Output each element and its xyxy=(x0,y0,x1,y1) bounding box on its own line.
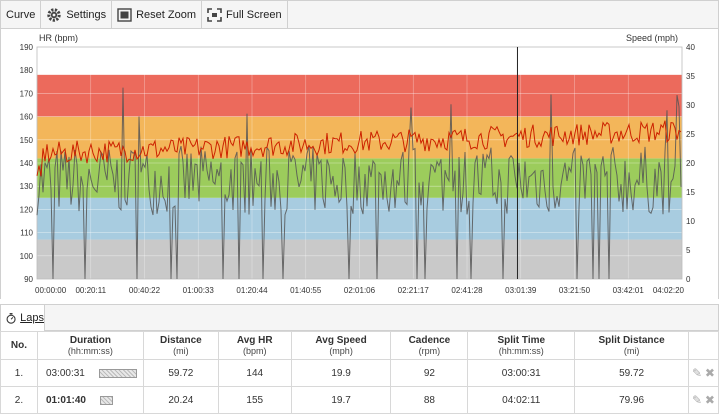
lap-split-distance: 79.96 xyxy=(574,386,689,414)
time-tick-label: 04:02:20 xyxy=(653,286,685,295)
full-screen-button[interactable]: Full Screen xyxy=(202,1,288,28)
hr-tick-label: 140 xyxy=(20,159,34,168)
hr-tick-label: 190 xyxy=(20,43,34,52)
speed-tick-label: 35 xyxy=(686,72,695,81)
hr-speed-chart[interactable]: HR (bpm) Speed (mph) 1901801701601501401… xyxy=(1,29,718,299)
reset-zoom-label: Reset Zoom xyxy=(136,8,197,21)
header-split-time: Split Time (hh:mm:ss) xyxy=(467,331,576,360)
speed-tick-label: 0 xyxy=(686,275,691,284)
laps-toolbar: Laps xyxy=(0,304,719,331)
speed-tick-label: 40 xyxy=(686,43,695,52)
delete-icon[interactable]: ✖ xyxy=(704,393,715,407)
lap-cadence: 92 xyxy=(390,359,469,387)
curve-chart[interactable]: HR (bpm) Speed (mph) 190 180 170 160 150 140 1… xyxy=(0,29,719,299)
lap-split-distance: 59.72 xyxy=(574,359,689,387)
stopwatch-icon xyxy=(6,312,16,324)
header-avg-hr: Avg HR (bpm) xyxy=(217,331,292,360)
lap-split-time: 03:00:31 xyxy=(467,359,576,387)
time-tick-label: 03:01:39 xyxy=(505,286,537,295)
table-row[interactable]: 2. 01:01:40 20.24 155 19.7 88 04:02:11 7… xyxy=(0,386,719,414)
reset-zoom-icon xyxy=(117,7,132,22)
curve-tab[interactable]: Curve xyxy=(1,1,42,28)
full-screen-label: Full Screen xyxy=(226,8,282,21)
delete-icon[interactable]: ✖ xyxy=(704,366,715,380)
header-no: No. xyxy=(0,331,38,360)
duration-bar xyxy=(98,368,137,378)
laps-table: No. Duration (hh:mm:ss) Distance (mi) Avg … xyxy=(0,331,719,414)
gear-icon xyxy=(47,7,62,22)
lap-number: 1. xyxy=(0,359,38,387)
time-tick-label: 01:00:33 xyxy=(183,286,215,295)
duration-bar xyxy=(99,395,113,405)
lap-split-time: 04:02:11 xyxy=(467,386,576,414)
hr-zone-band xyxy=(37,239,682,279)
hr-tick-label: 90 xyxy=(24,275,33,284)
hr-tick-label: 130 xyxy=(20,182,34,191)
table-row[interactable]: 1. 03:00:31 59.72 144 19.9 92 03:00:31 5… xyxy=(0,359,719,387)
time-tick-label: 02:01:06 xyxy=(344,286,376,295)
time-tick-label: 00:00:00 xyxy=(35,286,67,295)
time-tick-label: 02:41:28 xyxy=(451,286,483,295)
hr-tick-label: 110 xyxy=(20,229,33,238)
hr-tick-label: 100 xyxy=(20,252,34,261)
full-screen-icon xyxy=(207,7,222,22)
lap-avg-hr: 155 xyxy=(217,386,292,414)
hr-tick-label: 170 xyxy=(20,89,34,98)
edit-icon[interactable]: ✎ xyxy=(692,366,703,380)
time-tick-label: 02:21:17 xyxy=(398,286,430,295)
time-tick-label: 03:21:50 xyxy=(559,286,591,295)
lap-number: 2. xyxy=(0,386,38,414)
time-tick-label: 03:42:01 xyxy=(613,286,645,295)
settings-label: Settings xyxy=(66,8,107,21)
header-split-distance: Split Distance (mi) xyxy=(574,331,689,360)
hr-tick-label: 120 xyxy=(20,205,34,214)
lap-avg-hr: 144 xyxy=(217,359,292,387)
settings-button[interactable]: Settings xyxy=(41,1,113,28)
hr-series-line xyxy=(36,120,682,177)
table-header-row: No. Duration (hh:mm:ss) Distance (mi) Avg … xyxy=(0,331,719,360)
time-tick-label: 01:40:55 xyxy=(290,286,322,295)
laps-tab[interactable]: Laps xyxy=(1,305,45,331)
lap-duration: 03:00:31 xyxy=(36,359,144,387)
hr-tick-label: 180 xyxy=(20,66,34,75)
header-cadence: Cadence (rpm) xyxy=(390,331,469,360)
speed-axis-label: Speed (mph) xyxy=(626,33,678,43)
speed-tick-label: 30 xyxy=(686,101,695,110)
lap-cadence: 88 xyxy=(390,386,469,414)
header-duration: Duration (hh:mm:ss) xyxy=(36,331,144,360)
time-tick-label: 00:40:22 xyxy=(129,286,161,295)
hr-tick-label: 150 xyxy=(20,136,34,145)
lap-duration: 01:01:40 xyxy=(36,386,144,414)
lap-actions: ✎ ✖ xyxy=(687,359,719,387)
hr-tick-label: 160 xyxy=(20,113,34,122)
lap-actions: ✎ ✖ xyxy=(687,386,719,414)
curve-label: Curve xyxy=(6,8,36,21)
speed-tick-label: 25 xyxy=(686,130,695,139)
speed-tick-label: 20 xyxy=(686,159,695,168)
header-actions xyxy=(687,331,719,360)
hr-zone-band xyxy=(37,74,682,117)
hr-axis-label: HR (bpm) xyxy=(39,33,78,43)
lap-avg-speed: 19.7 xyxy=(290,386,392,414)
plot-border xyxy=(36,46,683,280)
speed-tick-label: 15 xyxy=(686,188,695,197)
reset-zoom-button[interactable]: Reset Zoom xyxy=(112,1,203,28)
toolbar: Curve Settings Reset Zoom Full Screen xyxy=(0,0,719,29)
speed-tick-label: 5 xyxy=(686,246,691,255)
edit-icon[interactable]: ✎ xyxy=(692,393,703,407)
laps-tab-label: Laps xyxy=(20,312,44,324)
header-avg-speed: Avg Speed (mph) xyxy=(290,331,392,360)
lap-distance: 20.24 xyxy=(142,386,219,414)
speed-tick-label: 10 xyxy=(686,217,695,226)
time-tick-label: 00:20:11 xyxy=(75,286,106,295)
speed-series-line xyxy=(36,87,682,280)
lap-avg-speed: 19.9 xyxy=(290,359,392,387)
header-distance: Distance (mi) xyxy=(142,331,219,360)
time-tick-label: 01:20:44 xyxy=(236,286,268,295)
lap-distance: 59.72 xyxy=(142,359,219,387)
